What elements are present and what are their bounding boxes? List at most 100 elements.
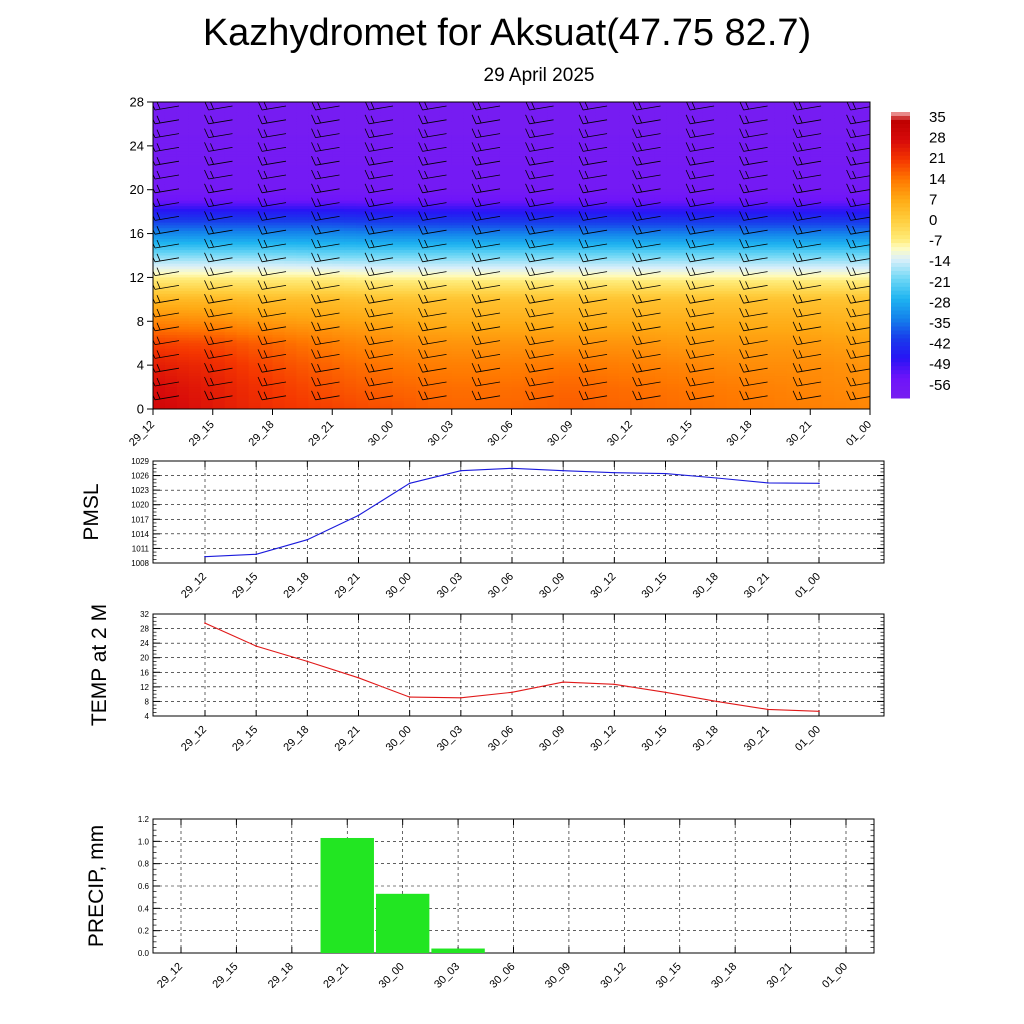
heatmap-cell [380, 241, 393, 246]
heatmap-cell [368, 318, 381, 322]
heatmap-cell [666, 115, 680, 120]
heatmap-cell [666, 302, 680, 306]
heatmap-cell [654, 406, 668, 409]
heatmap-cell [439, 236, 453, 240]
heatmap-cell [284, 181, 297, 185]
heatmap-cell [308, 233, 321, 237]
heatmap-cell [511, 274, 525, 279]
heatmap-cell [642, 389, 656, 394]
heatmap-cell [153, 189, 166, 194]
heatmap-cell [642, 123, 656, 128]
heatmap-cell [415, 137, 429, 141]
heatmap-cell [212, 378, 226, 383]
heatmap-cell [236, 398, 250, 402]
heatmap-cell [260, 143, 274, 147]
heatmap-cell [642, 151, 656, 155]
heatmap-cell [595, 217, 608, 221]
heatmap-cell [356, 236, 369, 240]
heatmap-cell [212, 178, 226, 183]
heatmap-cell [523, 197, 536, 202]
heatmap-cell [547, 151, 560, 155]
heatmap-cell [308, 370, 321, 374]
heatmap-cell [666, 288, 680, 292]
heatmap-cell [511, 324, 525, 328]
heatmap-cell [666, 362, 680, 366]
heatmap-cell [559, 211, 572, 215]
heatmap-cell [666, 112, 680, 117]
heatmap-cell [595, 129, 608, 133]
heatmap-cell [236, 260, 250, 265]
heatmap-cell [523, 381, 536, 385]
heatmap-cell [356, 332, 369, 336]
heatmap-cell [392, 123, 405, 128]
heatmap-cell [547, 304, 560, 309]
heatmap-cell [188, 291, 202, 295]
heatmap-cell [463, 176, 477, 180]
heatmap-cell [427, 148, 441, 152]
heatmap-cell [678, 239, 692, 243]
heatmap-cell [153, 310, 166, 314]
heatmap-cell [595, 304, 608, 309]
heatmap-cell [320, 373, 333, 377]
heatmap-cell [284, 197, 297, 202]
heatmap-cell [666, 132, 680, 136]
heatmap-cell [678, 233, 692, 237]
heatmap-cell [392, 403, 405, 407]
heatmap-cell [463, 211, 477, 215]
heatmap-cell [475, 334, 489, 339]
heatmap-cell [176, 277, 190, 281]
heatmap-cell [368, 362, 381, 366]
heatmap-cell [356, 159, 369, 163]
heatmap-cell [607, 195, 620, 199]
heatmap-cell [308, 250, 321, 254]
heatmap-cell [164, 115, 178, 120]
heatmap-cell [284, 365, 297, 369]
heatmap-cell [619, 159, 632, 163]
heatmap-cell [559, 343, 572, 347]
heatmap-cell [595, 222, 608, 226]
heatmap-cell [571, 359, 584, 363]
heatmap-cell [439, 230, 453, 235]
heatmap-cell [392, 304, 405, 309]
heatmap-cell [523, 250, 536, 254]
heatmap-cell [356, 189, 369, 194]
heatmap-cell [427, 112, 441, 117]
heatmap-cell [260, 387, 274, 391]
heatmap-cell [642, 376, 656, 380]
heatmap-cell [451, 241, 465, 246]
heatmap-cell [296, 192, 309, 196]
heatmap-cell [451, 154, 465, 158]
heatmap-cell [212, 359, 226, 363]
heatmap-cell [619, 143, 632, 147]
heatmap-cell [451, 387, 465, 391]
heatmap-cell [535, 156, 548, 161]
heatmap-cell [595, 334, 608, 339]
heatmap-cell [356, 143, 369, 147]
heatmap-cell [595, 263, 608, 268]
heatmap-cell [320, 162, 333, 166]
heatmap-cell [344, 192, 357, 196]
heatmap-cell [427, 269, 441, 273]
heatmap-cell [439, 387, 453, 391]
heatmap-cell [212, 236, 226, 240]
heatmap-cell [583, 356, 596, 361]
heatmap-cell [595, 370, 608, 374]
heatmap-cell [380, 159, 393, 163]
heatmap-cell [619, 156, 632, 161]
heatmap-cell [356, 258, 369, 262]
heatmap-cell [427, 170, 441, 174]
heatmap-cell [571, 225, 584, 229]
heatmap-cell [499, 403, 513, 407]
heatmap-cell [164, 184, 178, 188]
heatmap-cell [308, 324, 321, 328]
heatmap-cell [547, 143, 560, 147]
heatmap-cell [595, 307, 608, 311]
heatmap-cell [499, 313, 513, 317]
heatmap-cell [535, 293, 548, 298]
heatmap-cell [260, 222, 274, 226]
heatmap-cell [320, 376, 333, 380]
heatmap-cell [176, 269, 190, 273]
heatmap-cell [356, 310, 369, 314]
heatmap-cell [308, 241, 321, 246]
heatmap-cell [666, 285, 680, 289]
